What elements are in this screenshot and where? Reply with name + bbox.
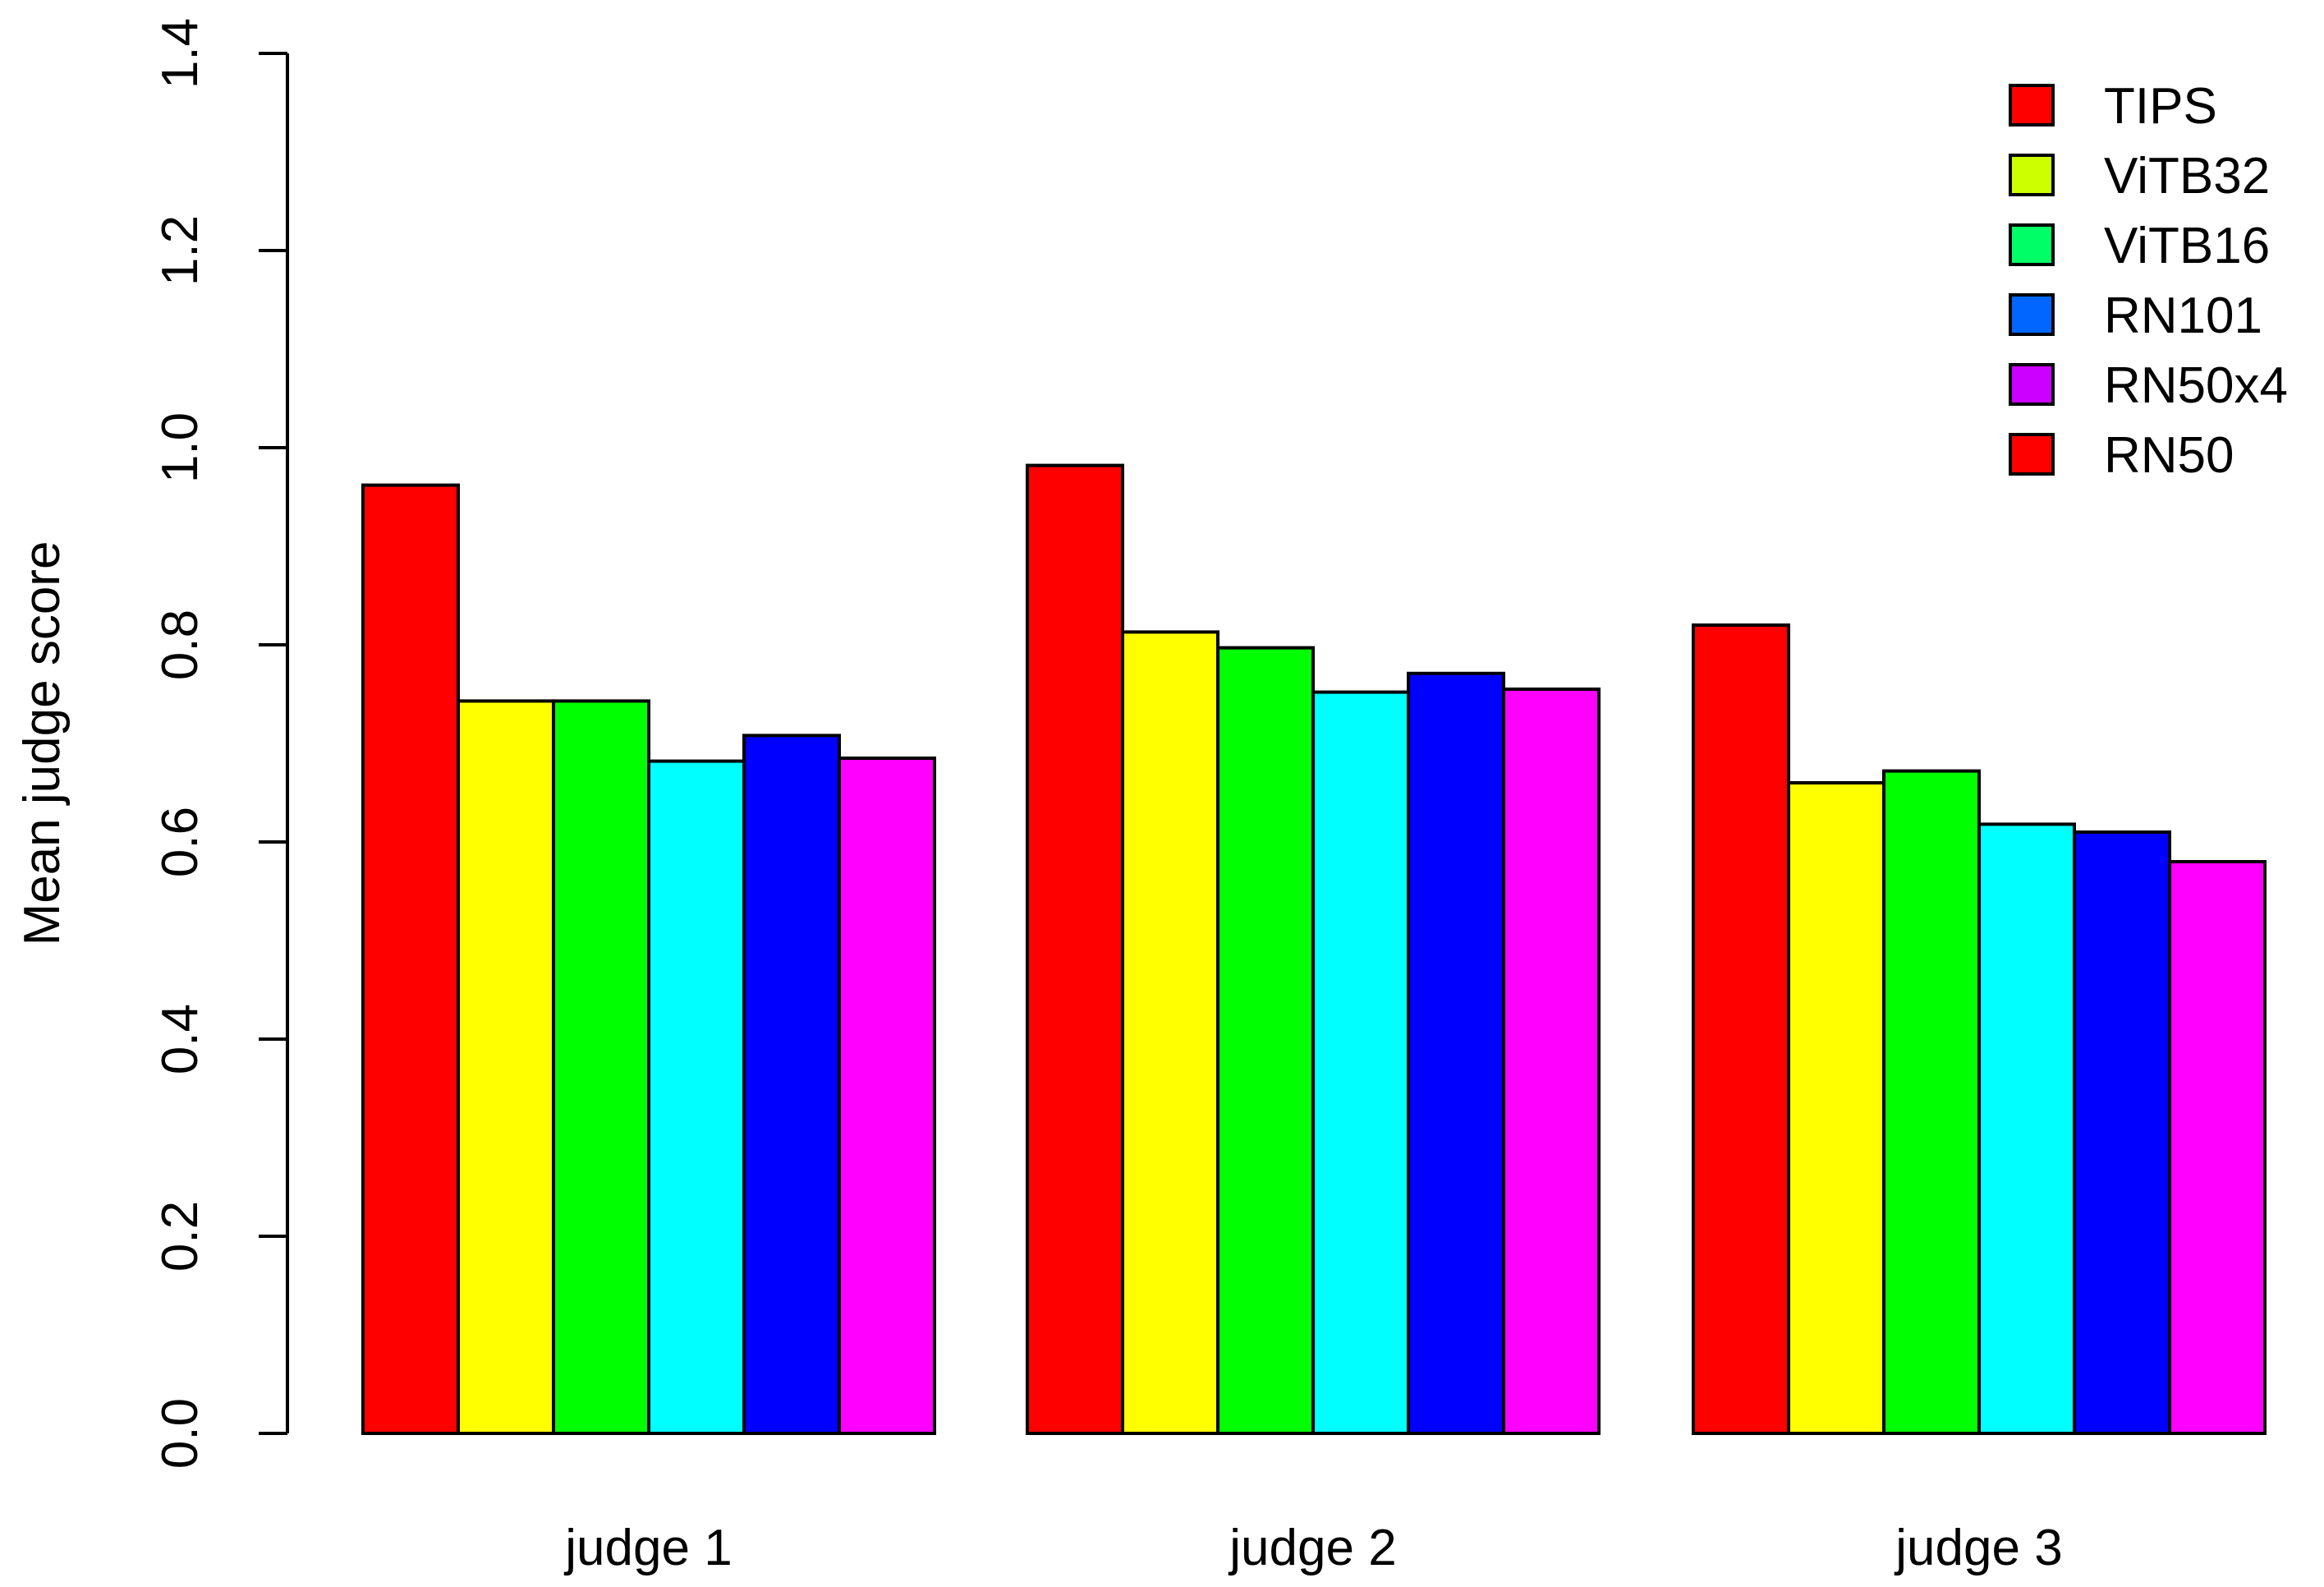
legend-label: ViTB32 xyxy=(2104,148,2270,205)
x-tick-label: judge 1 xyxy=(563,1520,732,1576)
bar xyxy=(1026,463,1124,1435)
legend-swatch xyxy=(2009,223,2055,266)
y-tick-label: 0.0 xyxy=(152,1398,209,1469)
legend-swatch xyxy=(2009,293,2055,336)
legend-label: RN50x4 xyxy=(2104,357,2288,414)
legend-label: RN50 xyxy=(2104,427,2234,484)
bar xyxy=(2168,860,2267,1435)
bars xyxy=(361,463,2267,1435)
legend: TIPS ViTB32 ViTB16 RN101 RN50x4 RN50 xyxy=(2009,78,2288,484)
bar xyxy=(1692,623,1790,1435)
x-tick-label: judge 3 xyxy=(1894,1520,2062,1576)
legend-swatch xyxy=(2009,363,2055,406)
y-tick-label: 0.4 xyxy=(152,1004,209,1074)
legend-label: TIPS xyxy=(2104,78,2217,135)
y-axis: 0.0 0.2 0.4 0.6 0.8 1.0 1.2 1.4 xyxy=(152,18,289,1469)
legend-swatch xyxy=(2009,154,2055,196)
bar xyxy=(361,483,460,1435)
legend-label: ViTB16 xyxy=(2104,218,2270,274)
y-tick-label: 1.4 xyxy=(152,18,209,89)
y-axis-label: Mean judge score xyxy=(14,541,71,946)
bar xyxy=(552,699,650,1435)
bar xyxy=(647,759,746,1435)
bar xyxy=(1311,690,1410,1435)
bar xyxy=(457,699,555,1435)
bar xyxy=(1502,688,1601,1435)
bar xyxy=(2073,830,2171,1435)
legend-label: RN101 xyxy=(2104,288,2262,344)
bar xyxy=(742,734,841,1435)
y-tick-label: 1.0 xyxy=(152,412,209,483)
y-tick-label: 0.8 xyxy=(152,610,209,680)
bar xyxy=(1121,630,1219,1435)
bar xyxy=(1407,671,1505,1435)
bar xyxy=(1216,646,1315,1435)
y-tick-label: 1.2 xyxy=(152,215,209,286)
bar xyxy=(1787,781,1885,1435)
legend-swatch xyxy=(2009,433,2055,476)
legend-swatch xyxy=(2009,84,2055,126)
bar xyxy=(1882,769,1981,1435)
x-tick-label: judge 2 xyxy=(1228,1520,1396,1576)
x-axis-labels: judge 1 judge 2 judge 3 xyxy=(563,1520,2062,1576)
bar xyxy=(838,757,936,1435)
y-tick-label: 0.2 xyxy=(152,1201,209,1272)
bar xyxy=(1977,822,2076,1435)
y-tick-label: 0.6 xyxy=(152,807,209,877)
